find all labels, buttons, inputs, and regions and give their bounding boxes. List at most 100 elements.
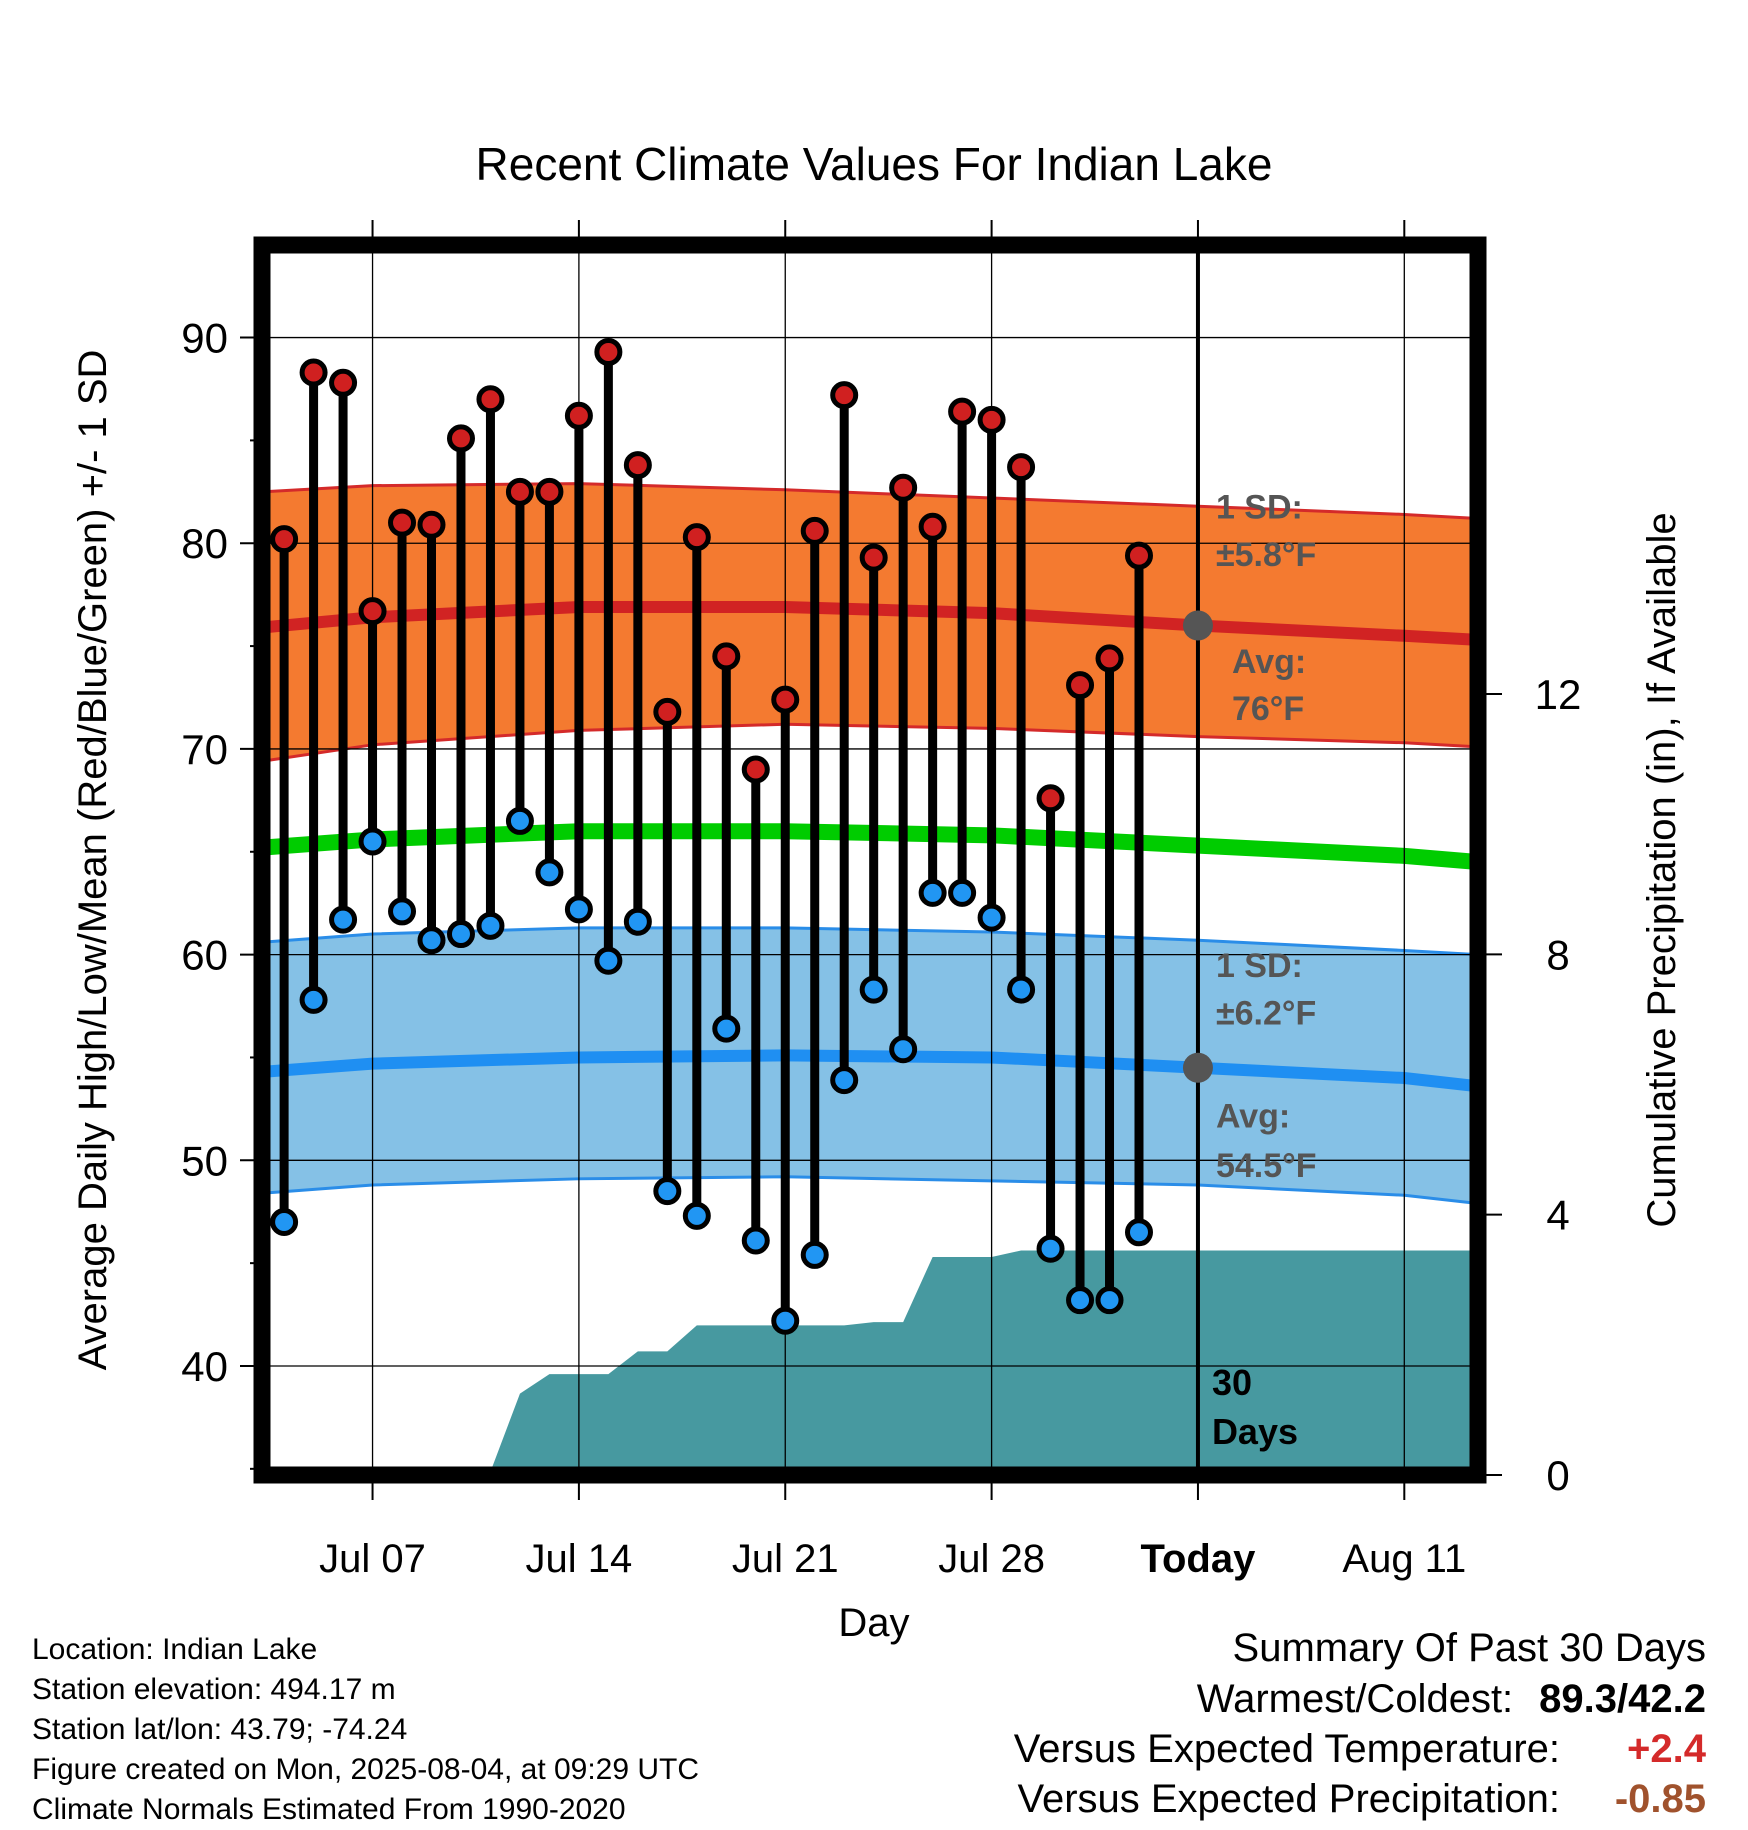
observed-high-point	[270, 525, 299, 554]
observed-low-point	[948, 878, 977, 907]
x-tick-label: Jul 28	[938, 1537, 1045, 1581]
plot-area: 1 SD: ±5.8°F Avg: 76°F 1 SD: ±6.2°F Avg: 54.5°F…	[262, 245, 1478, 1475]
observed-low-point	[270, 1208, 299, 1237]
normal-mean-line	[262, 823, 1478, 871]
observed-high-point	[564, 401, 593, 430]
y-tick-label: 60	[181, 932, 228, 979]
precip-value: -0.85	[1614, 1777, 1706, 1821]
observed-low-point	[1124, 1218, 1153, 1247]
observed-high-point	[948, 397, 977, 426]
y2-tick-label: 4	[1546, 1192, 1569, 1239]
observed-low-point	[623, 907, 652, 936]
observed-low-point	[299, 985, 328, 1014]
observed-high-point	[653, 697, 682, 726]
observed-low-point	[388, 897, 417, 926]
temp-label: Versus Expected Temperature:	[1013, 1727, 1560, 1771]
high-sd-lower-edge	[262, 722, 1478, 763]
observed-high-point	[1066, 671, 1095, 700]
y-axis-label: Average Daily High/Low/Mean (Red/Blue/Gr…	[71, 350, 115, 1371]
observed-high-point	[977, 405, 1006, 434]
low-sd-lower-edge	[262, 1175, 1478, 1205]
observed-high-point	[859, 543, 888, 572]
station-info: Location: Indian Lake Station elevation:…	[32, 1630, 699, 1830]
high-sd-upper-edge	[262, 482, 1478, 521]
plot-interior: 1 SD: ±5.8°F Avg: 76°F 1 SD: ±6.2°F Avg: 54.5°F…	[262, 245, 1478, 1475]
observed-low-point	[800, 1240, 829, 1269]
observed-high-point	[1095, 644, 1124, 673]
y2-tick-label: 8	[1546, 931, 1569, 978]
high-sd-value: ±5.8°F	[1216, 536, 1316, 574]
observed-high-point	[594, 337, 623, 366]
observed-low-point	[535, 858, 564, 887]
observed-low-point	[771, 1306, 800, 1335]
y2-tick-label: 12	[1535, 671, 1582, 718]
elevation-text: Station elevation: 494.17 m	[32, 1673, 396, 1706]
observed-low-point	[417, 926, 446, 955]
normal-high-line	[262, 601, 1478, 646]
summary-warmest-row: Warmest/Coldest: 89.3/42.2	[1014, 1674, 1706, 1724]
low-sd-value: ±6.2°F	[1216, 995, 1316, 1033]
observed-high-point	[358, 597, 387, 626]
observed-low-point	[594, 946, 623, 975]
x-tick-label: Today	[1141, 1537, 1257, 1581]
observed-high-point	[800, 516, 829, 545]
observed-low-point	[505, 806, 534, 835]
summary-precip-row: Versus Expected Precipitation: -0.85	[1014, 1774, 1706, 1824]
observed-low-point	[682, 1201, 711, 1230]
warmest-label: Warmest/Coldest:	[1196, 1677, 1514, 1721]
latlon-text: Station lat/lon: 43.79; -74.24	[32, 1713, 408, 1746]
observed-high-point	[505, 477, 534, 506]
observed-low-point	[889, 1035, 918, 1064]
observed-low-point	[329, 905, 358, 934]
high-avg-value: 76°F	[1232, 690, 1304, 728]
y2-axis-label: Cumulative Precipitation (in), If Availa…	[1640, 512, 1684, 1227]
observed-low-point	[918, 878, 947, 907]
observed-high-point	[712, 642, 741, 671]
low-sd-upper-edge	[262, 926, 1478, 957]
low-avg-value: 54.5°F	[1216, 1147, 1317, 1185]
warmest-value: 89.3/42.2	[1539, 1677, 1706, 1721]
observed-high-point	[741, 755, 770, 784]
summary-panel: Summary Of Past 30 Days Warmest/Coldest:…	[1014, 1622, 1706, 1824]
y-tick-label: 50	[181, 1137, 228, 1184]
created-text: Figure created on Mon, 2025-08-04, at 09…	[32, 1753, 700, 1786]
observed-low-point	[977, 903, 1006, 932]
observed-low-point	[741, 1226, 770, 1255]
x-axis-label: Day	[838, 1601, 909, 1645]
low-avg-label: Avg:	[1216, 1097, 1290, 1135]
observed-low-point	[1066, 1286, 1095, 1315]
observed-high-point	[476, 385, 505, 414]
observed-low-point	[1007, 975, 1036, 1004]
y-tick-label: 90	[181, 315, 228, 362]
observed-low-point	[476, 911, 505, 940]
today-days-number: 30	[1212, 1362, 1252, 1403]
observed-high-point	[417, 510, 446, 539]
observed-high-point	[535, 477, 564, 506]
observed-high-point	[329, 368, 358, 397]
high-sd-label: 1 SD:	[1216, 489, 1303, 527]
observed-low-point	[564, 895, 593, 924]
plot-frame	[253, 236, 1487, 1484]
normals-text: Climate Normals Estimated From 1990-2020	[32, 1793, 626, 1826]
x-tick-label: Jul 07	[319, 1537, 426, 1581]
observed-high-point	[623, 451, 652, 480]
observed-high-point	[830, 381, 859, 410]
observed-high-point	[446, 424, 475, 453]
high-avg-label: Avg:	[1232, 643, 1306, 681]
y2-tick-label: 0	[1546, 1452, 1569, 1499]
observed-low-point	[446, 920, 475, 949]
low-sd-band	[262, 927, 1478, 1204]
observed-high-point	[388, 508, 417, 537]
precip-label: Versus Expected Precipitation:	[1017, 1777, 1560, 1821]
today-days-word: Days	[1212, 1411, 1298, 1452]
chart-title: Recent Climate Values For Indian Lake	[476, 138, 1273, 190]
x-tick-label: Jul 21	[732, 1537, 839, 1581]
summary-temp-row: Versus Expected Temperature: +2.4	[1014, 1724, 1706, 1774]
x-tick-label: Aug 11	[1342, 1537, 1466, 1581]
observed-high-point	[918, 512, 947, 541]
today-normal-high-marker	[1182, 610, 1213, 641]
observed-low-point	[859, 975, 888, 1004]
observed-high-point	[1124, 541, 1153, 570]
observed-low-point	[1036, 1234, 1065, 1263]
